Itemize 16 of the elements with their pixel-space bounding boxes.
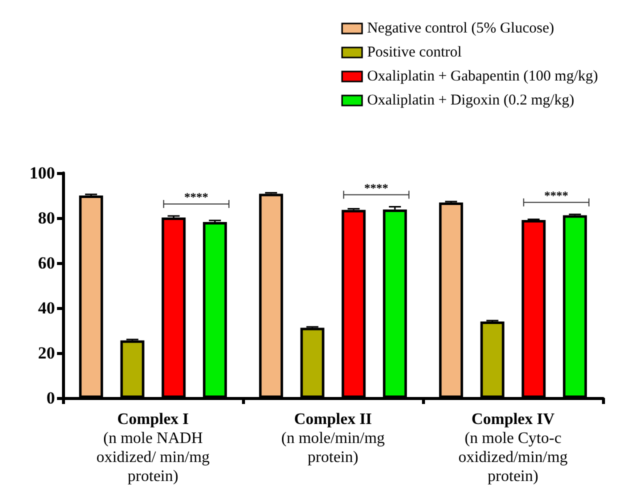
x-tick-label: Complex IV (n mole Cyto-c oxidized/min/mg protein) xyxy=(458,411,568,485)
y-tick-label: 80 xyxy=(38,208,55,228)
annotation: **** xyxy=(544,188,568,202)
legend-label: Negative control (5% Glucose) xyxy=(367,20,554,36)
x-tick-label: Complex II (n mole/min/mg protein) xyxy=(281,411,385,466)
annotation: **** xyxy=(184,190,208,204)
x-tick-label: Complex I (n mole NADH oxidized/ min/mg protein) xyxy=(96,411,210,485)
legend-label: Oxaliplatin + Digoxin (0.2 mg/kg) xyxy=(367,92,574,108)
annotation: **** xyxy=(364,180,388,195)
y-tick-label: 40 xyxy=(38,298,55,318)
y-tick-label: 60 xyxy=(38,254,55,272)
y-tick-label: 0 xyxy=(46,388,55,408)
legend-label: Oxaliplatin + Gabapentin (100 mg/kg) xyxy=(367,68,598,84)
y-tick-label: 20 xyxy=(38,344,55,362)
y-tick-label: 100 xyxy=(30,164,55,182)
legend-label: Positive control xyxy=(367,44,462,60)
